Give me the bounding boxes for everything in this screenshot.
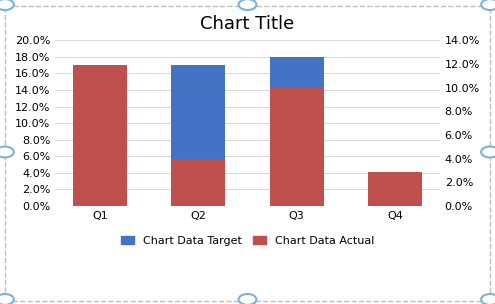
Bar [171,65,225,206]
Bar [368,172,422,206]
Bar [270,57,324,206]
Bar [73,65,127,206]
Bar [73,181,127,206]
Bar [270,88,324,206]
Bar [171,159,225,206]
Legend: Chart Data Target, Chart Data Actual: Chart Data Target, Chart Data Actual [116,231,379,250]
Title: Chart Title: Chart Title [200,15,295,33]
Bar [368,173,422,206]
